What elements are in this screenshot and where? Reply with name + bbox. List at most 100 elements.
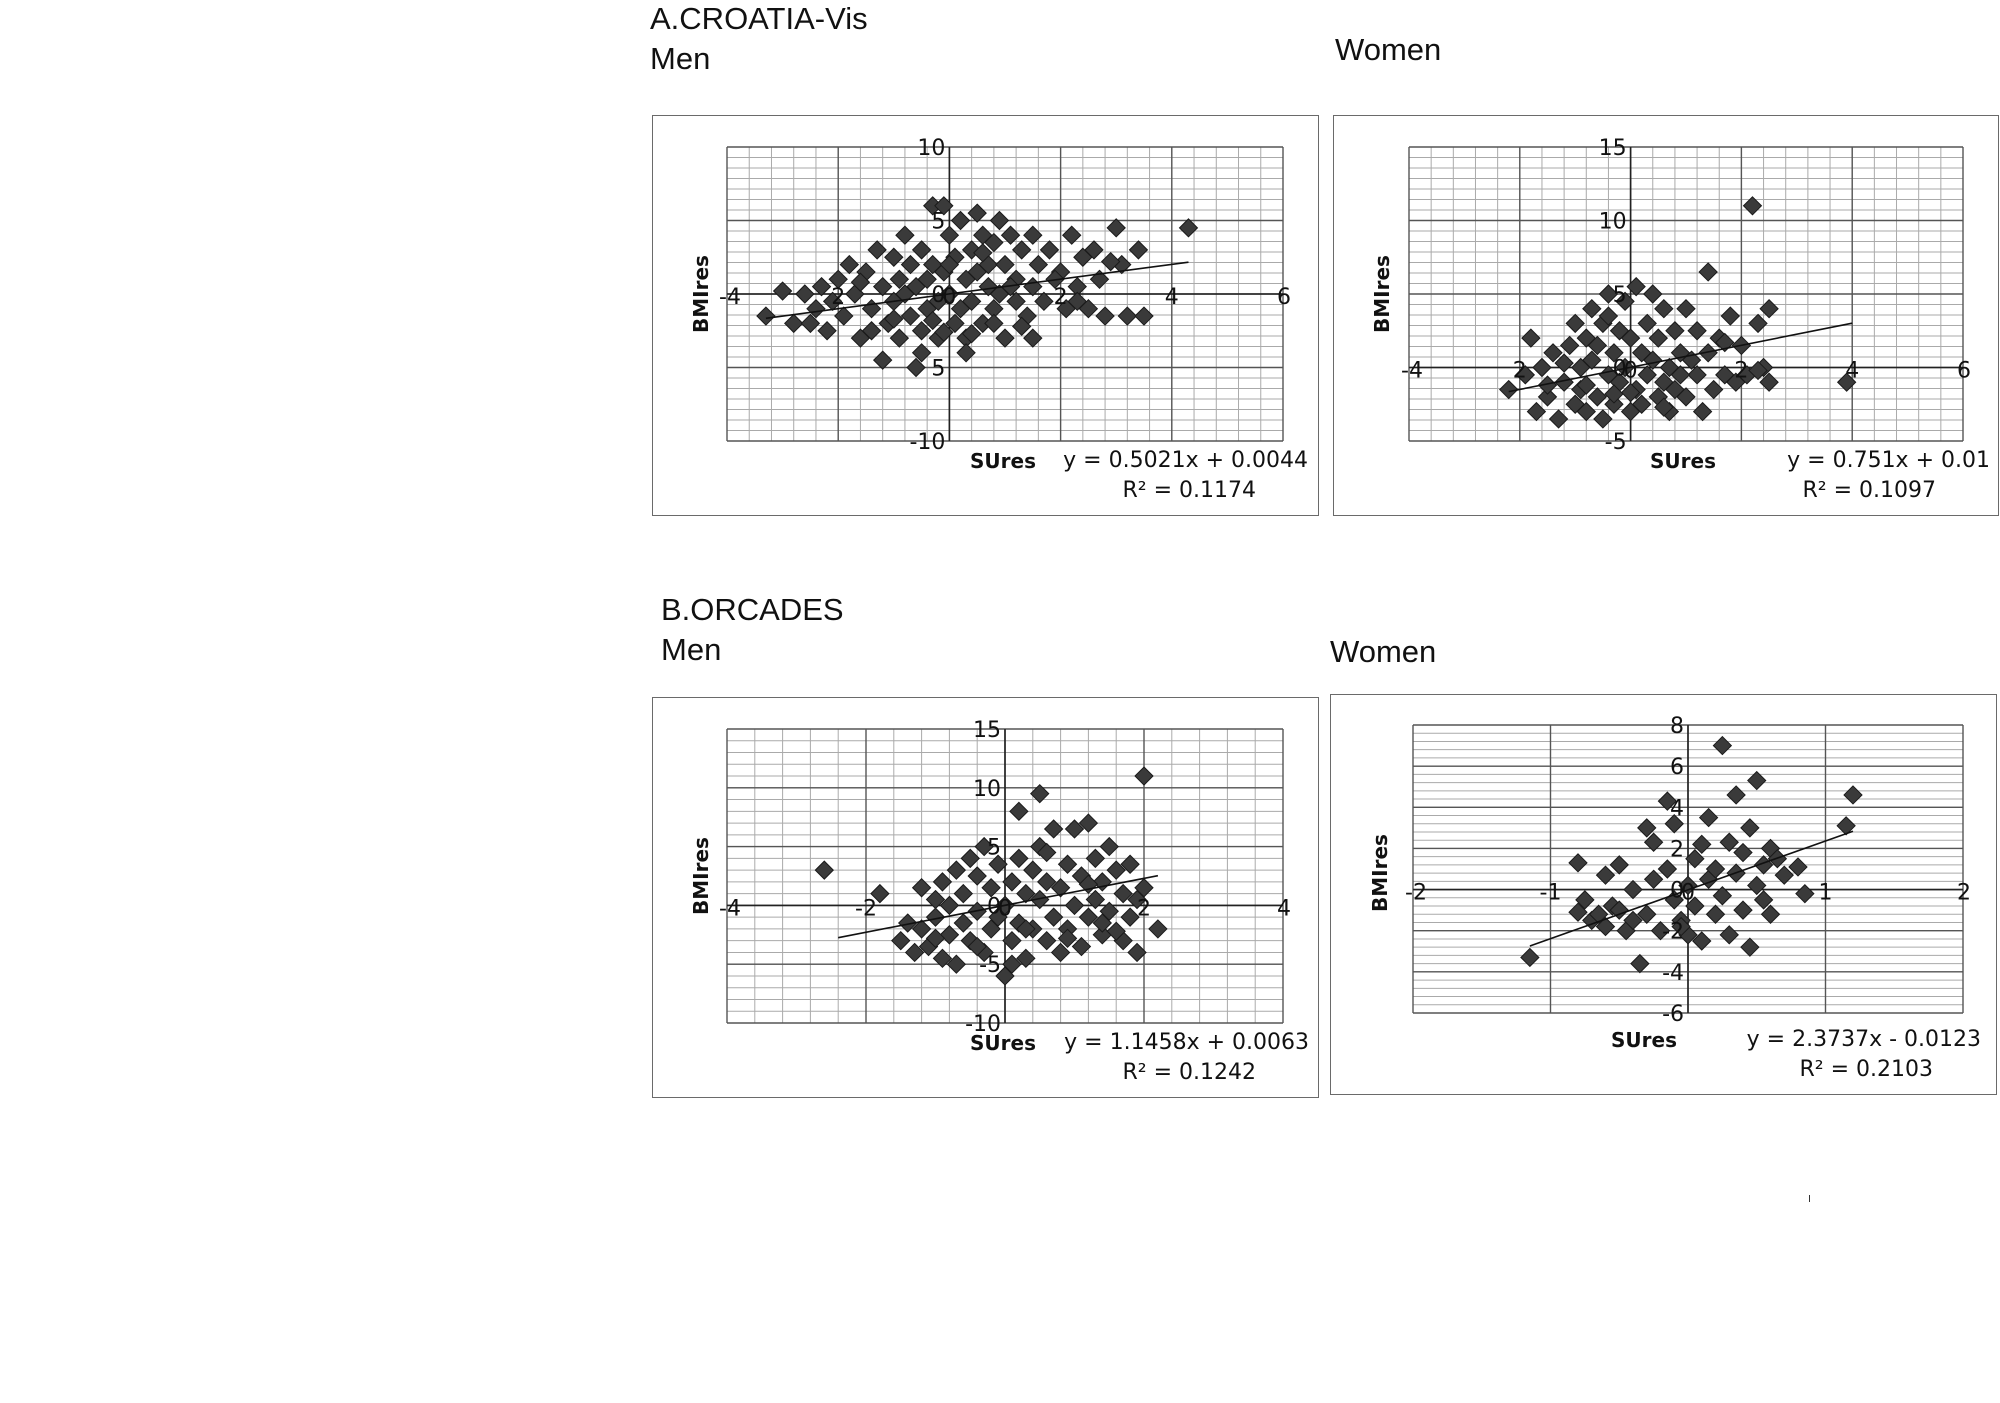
data-point bbox=[897, 913, 918, 933]
r-squared-label: R² = 0.1242 bbox=[1122, 1060, 1256, 1085]
data-point bbox=[1575, 890, 1595, 910]
y-tick-label: 5 bbox=[987, 836, 1001, 861]
data-point bbox=[1128, 240, 1149, 260]
data-point bbox=[1095, 306, 1115, 326]
data-point bbox=[1057, 854, 1078, 874]
chart-panel-a-women: -4 2 0 2 4 6 15 10 5 0 -5 BMIres SUres y = 0.751x + 0… bbox=[1333, 115, 1999, 516]
data-point bbox=[1178, 218, 1199, 238]
data-point bbox=[1620, 382, 1641, 403]
data-point bbox=[1692, 834, 1712, 855]
data-point bbox=[1127, 889, 1147, 910]
data-point bbox=[1092, 913, 1113, 933]
trendline bbox=[1508, 322, 1853, 393]
x-tick-label: 0 bbox=[1624, 359, 1638, 384]
data-point bbox=[967, 203, 987, 223]
data-point bbox=[1134, 306, 1154, 326]
data-point bbox=[1657, 791, 1678, 811]
x-tick-label: 2 bbox=[1054, 285, 1068, 310]
data-point bbox=[1011, 240, 1032, 260]
x-tick-label: -1 bbox=[1540, 881, 1562, 906]
x-tick-label: 6 bbox=[1957, 359, 1971, 384]
data-point bbox=[1030, 783, 1050, 804]
data-point bbox=[1595, 865, 1616, 885]
data-point bbox=[1670, 365, 1691, 385]
data-point bbox=[911, 343, 932, 363]
data-point bbox=[834, 306, 854, 326]
data-point bbox=[1747, 770, 1767, 791]
data-point bbox=[1753, 890, 1774, 910]
y-tick-label: 0 bbox=[931, 283, 945, 308]
data-point bbox=[939, 254, 960, 275]
x-tick-label: 0 bbox=[1681, 881, 1695, 906]
data-point bbox=[1733, 842, 1753, 863]
x-tick-label: 2 bbox=[1734, 359, 1748, 384]
data-point bbox=[1615, 357, 1635, 378]
data-point bbox=[995, 254, 1015, 275]
data-point bbox=[1099, 901, 1119, 921]
data-point bbox=[1631, 394, 1652, 414]
x-tick-label: 1 bbox=[1819, 881, 1833, 906]
y-tick-label: 0 bbox=[1670, 879, 1684, 904]
data-point bbox=[1078, 813, 1099, 833]
data-points bbox=[1520, 735, 1863, 974]
data-point bbox=[1106, 921, 1126, 941]
data-point bbox=[1747, 875, 1767, 896]
data-point bbox=[784, 313, 804, 334]
y-tick-label: 10 bbox=[917, 136, 945, 161]
data-point bbox=[973, 243, 993, 263]
data-point bbox=[932, 948, 953, 969]
data-point bbox=[956, 343, 976, 363]
x-tick-label: -4 bbox=[719, 896, 741, 921]
y-tick-label: -2 bbox=[1662, 920, 1684, 945]
data-point bbox=[1582, 298, 1602, 319]
data-point bbox=[1604, 384, 1624, 404]
x-tick-label: 2 bbox=[1137, 896, 1151, 921]
data-point bbox=[925, 889, 946, 910]
data-point bbox=[1748, 313, 1768, 334]
data-point bbox=[981, 919, 1001, 939]
data-point bbox=[953, 883, 974, 904]
data-point bbox=[1000, 276, 1021, 297]
data-point bbox=[1587, 335, 1608, 356]
data-point bbox=[988, 854, 1008, 874]
data-point bbox=[1113, 883, 1133, 904]
data-point bbox=[1120, 907, 1140, 927]
data-point bbox=[1759, 298, 1779, 319]
x-tick-label: 0 bbox=[942, 285, 956, 310]
data-point bbox=[961, 291, 982, 312]
data-point bbox=[1002, 930, 1022, 951]
data-point bbox=[1726, 785, 1746, 805]
data-point bbox=[934, 196, 954, 216]
data-point bbox=[1106, 860, 1126, 880]
x-tick-label: 0 bbox=[998, 896, 1012, 921]
data-point bbox=[1720, 306, 1741, 326]
trendline bbox=[1529, 830, 1854, 947]
data-point bbox=[1023, 225, 1043, 245]
data-point bbox=[1733, 900, 1753, 920]
data-point bbox=[1760, 904, 1781, 924]
data-point bbox=[1654, 397, 1674, 417]
y-axis-title: BMIres bbox=[689, 255, 713, 333]
data-point bbox=[917, 269, 937, 290]
data-point bbox=[995, 966, 1015, 986]
data-point bbox=[1719, 832, 1739, 852]
data-point bbox=[904, 942, 925, 963]
data-point bbox=[1657, 859, 1678, 879]
section-b-men-label: Men bbox=[661, 632, 722, 667]
data-point bbox=[1620, 328, 1641, 348]
data-point bbox=[1085, 889, 1106, 910]
data-point bbox=[1676, 298, 1696, 319]
data-point bbox=[870, 883, 890, 904]
data-point bbox=[1000, 225, 1021, 245]
data-point bbox=[967, 866, 987, 886]
data-point bbox=[911, 240, 932, 260]
data-point bbox=[1598, 284, 1619, 304]
y-tick-label: 15 bbox=[973, 718, 1001, 743]
data-point bbox=[1692, 401, 1713, 422]
y-tick-label: -5 bbox=[979, 953, 1001, 978]
y-axis-title: BMIres bbox=[1370, 255, 1394, 333]
data-point bbox=[867, 240, 887, 260]
chart-panel-a-men: -4 2 0 2 4 6 10 5 0 5 -10 BMIres SUres y = 0.5021x + … bbox=[652, 115, 1319, 516]
data-point bbox=[1587, 387, 1608, 407]
data-point bbox=[939, 925, 960, 945]
